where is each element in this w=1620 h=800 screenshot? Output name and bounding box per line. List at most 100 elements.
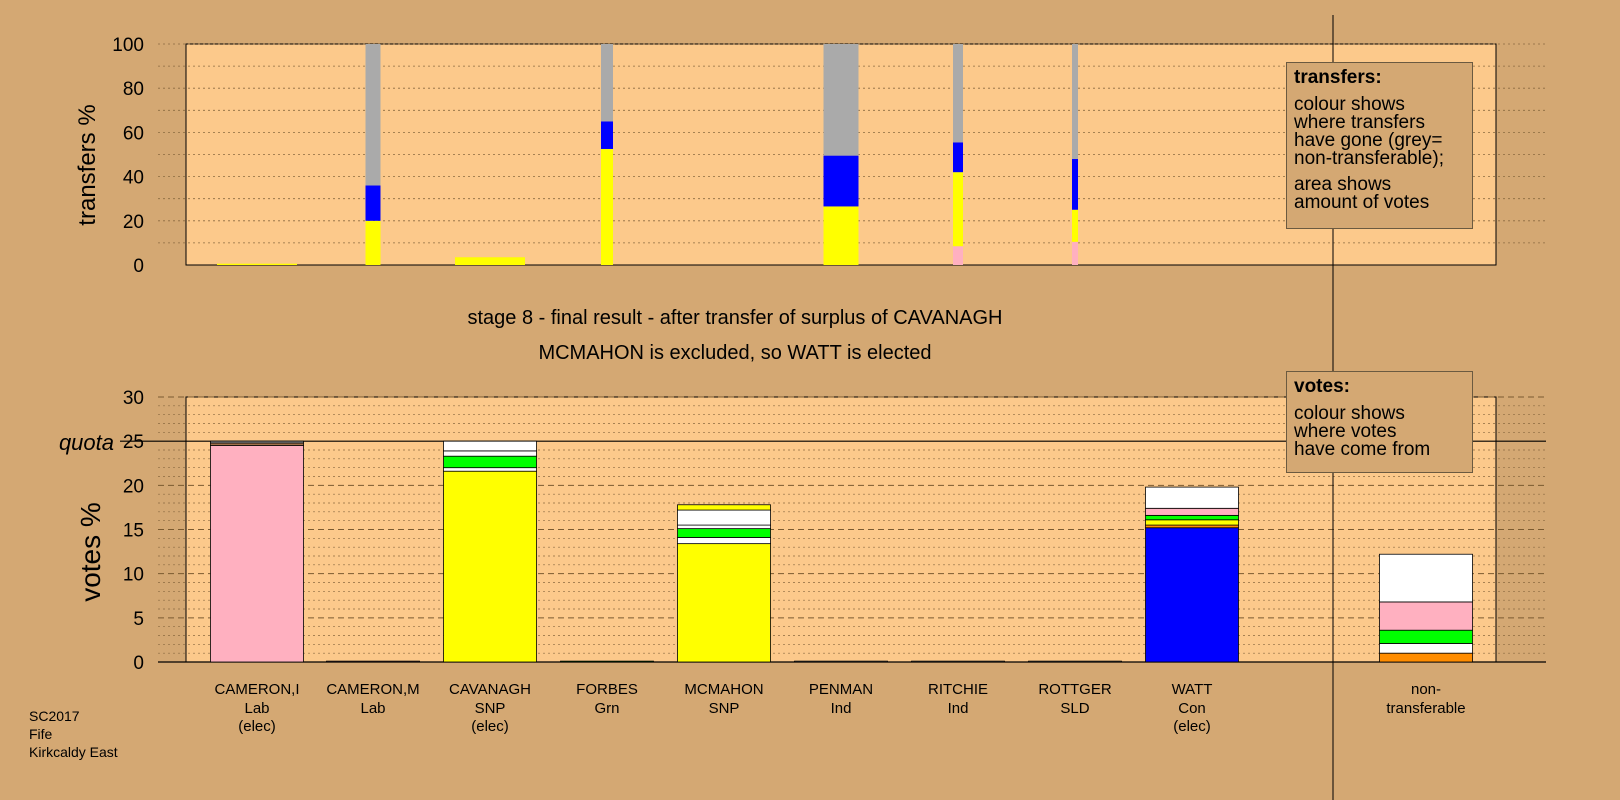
transfer-bar-segment-rottger-grey bbox=[1072, 44, 1078, 159]
candidate-name-label: CAVANAGH bbox=[449, 681, 531, 698]
vote-bar-segment-cavanagh-white bbox=[443, 440, 537, 452]
footer-ward: Kirkcaldy East bbox=[29, 744, 118, 760]
vote-bar-segment-watt-white bbox=[1145, 486, 1239, 509]
transfers-axis-title: transfers % bbox=[74, 104, 101, 225]
footer-election: SC2017 bbox=[29, 708, 80, 724]
vote-bar-segment-cavanagh-white bbox=[443, 450, 537, 457]
candidate-party-label: Grn bbox=[594, 700, 619, 717]
votes-tick-label: 25 bbox=[123, 432, 144, 453]
votes-legend-title: votes: bbox=[1294, 376, 1350, 397]
vote-bar-segment-cameroni-grey bbox=[210, 440, 304, 444]
transfer-bar-segment-rottger-blue bbox=[1072, 158, 1078, 210]
candidate-name-label: WATT bbox=[1172, 681, 1213, 698]
candidate-party-label: Con bbox=[1178, 700, 1206, 717]
transfer-bar-segment-cameronm-blue bbox=[365, 185, 381, 221]
transfer-bar-segment-ritchie-pink bbox=[953, 246, 963, 265]
candidate-name-label: MCMAHON bbox=[684, 681, 763, 698]
transfer-bar-segment-penman-blue bbox=[823, 155, 859, 207]
candidate-party-label: Ind bbox=[948, 700, 969, 717]
candidate-name-label: CAMERON,I bbox=[214, 681, 299, 698]
stage-title-line2: MCMAHON is excluded, so WATT is elected bbox=[538, 342, 931, 364]
stage-title-line1: stage 8 - final result - after transfer … bbox=[467, 307, 1002, 329]
candidate-party-label: SLD bbox=[1060, 700, 1089, 717]
vote-bar-segment-watt-pink bbox=[1145, 507, 1239, 516]
transfers-tick-label: 40 bbox=[123, 168, 144, 189]
transfers-legend-text1: colour shows where transfers have gone (… bbox=[1294, 94, 1444, 169]
candidate-name-label: RITCHIE bbox=[928, 681, 988, 698]
candidate-party-label: SNP bbox=[475, 700, 506, 717]
candidate-party-label: SNP bbox=[709, 700, 740, 717]
candidate-name-label: FORBES bbox=[576, 681, 638, 698]
candidate-status-label: (elec) bbox=[471, 718, 509, 735]
transfer-bar-segment-forbes-yellow bbox=[601, 148, 613, 265]
transfer-bar-segment-penman-grey bbox=[823, 44, 859, 156]
transfers-legend-title: transfers: bbox=[1294, 67, 1382, 88]
transfers-tick-label: 0 bbox=[133, 256, 144, 277]
vote-bar-segment-forbes-green bbox=[560, 660, 654, 663]
vote-bar-segment-watt-yellow bbox=[1145, 519, 1239, 526]
transfer-bar-segment-ritchie-grey bbox=[953, 44, 963, 143]
transfer-bar-segment-cameronm-yellow bbox=[365, 220, 381, 265]
votes-tick-label: 15 bbox=[123, 521, 144, 542]
vote-bar-segment-cavanagh-green bbox=[443, 455, 537, 469]
transfers-tick-label: 60 bbox=[123, 123, 144, 144]
candidate-party-label: transferable bbox=[1386, 700, 1465, 717]
vote-bar-segment-cameronm-pink bbox=[326, 660, 420, 663]
transfers-tick-label: 100 bbox=[112, 35, 144, 56]
vote-bar-segment-mcmahon-green bbox=[677, 528, 771, 538]
candidate-status-label: (elec) bbox=[238, 718, 276, 735]
candidate-party-label: Lab bbox=[244, 700, 269, 717]
footer: SC2017 Fife Kirkcaldy East bbox=[29, 707, 118, 761]
vote-bar-segment-watt-blue bbox=[1145, 527, 1239, 663]
transfers-tick-label: 20 bbox=[123, 212, 144, 233]
candidate-name-label: PENMAN bbox=[809, 681, 873, 698]
vote-bar-segment-mcmahon-white bbox=[677, 537, 771, 545]
transfer-bar-segment-ritchie-yellow bbox=[953, 172, 963, 247]
transfer-bar-segment-rottger-pink bbox=[1072, 241, 1078, 265]
vote-bar-segment-mcmahon-yellow bbox=[677, 504, 771, 511]
quota-label: quota bbox=[59, 430, 114, 455]
vote-bar-segment-cameroni-pink bbox=[210, 445, 304, 663]
transfers-legend-text2: area shows amount of votes bbox=[1294, 174, 1430, 213]
vote-bar-segment-penman-white bbox=[794, 660, 888, 663]
transfer-bar-segment-rottger-yellow bbox=[1072, 209, 1078, 242]
transfer-bar-segment-penman-yellow bbox=[823, 206, 859, 265]
transfer-bar-segment-forbes-blue bbox=[601, 121, 613, 149]
candidate-party-label: Ind bbox=[831, 700, 852, 717]
vote-bar-segment-rottger-white bbox=[1028, 660, 1122, 663]
vote-bar-segment-mcmahon-white bbox=[677, 509, 771, 526]
transfers-tick-label: 80 bbox=[123, 79, 144, 100]
vote-bar-segment-ritchie-white bbox=[911, 660, 1005, 663]
transfer-bar-segment-ritchie-blue bbox=[953, 142, 963, 173]
transfer-bar-segment-cameronm-grey bbox=[365, 44, 381, 186]
votes-tick-label: 20 bbox=[123, 476, 144, 497]
votes-tick-label: 5 bbox=[133, 609, 144, 630]
transfer-bar-segment-cameroni-yellow bbox=[217, 263, 297, 265]
candidate-name-label: ROTTGER bbox=[1038, 681, 1111, 698]
votes-bars bbox=[210, 440, 1473, 663]
footer-council: Fife bbox=[29, 726, 53, 742]
vote-bar-segment-mcmahon-white bbox=[677, 524, 771, 530]
votes-tick-label: 0 bbox=[133, 653, 144, 674]
vote-bar-segment-non-pink bbox=[1379, 601, 1473, 631]
vote-bar-segment-mcmahon-yellow bbox=[677, 543, 771, 663]
transfer-bar-segment-forbes-grey bbox=[601, 44, 613, 122]
axis-tick-labels: CAMERON,ILab(elec)CAMERON,MLabCAVANAGHSN… bbox=[112, 35, 1465, 735]
candidate-party-label: Lab bbox=[360, 700, 385, 717]
vote-bar-segment-cavanagh-white bbox=[443, 467, 537, 472]
candidate-name-label: CAMERON,M bbox=[326, 681, 419, 698]
votes-legend: votes: colour shows where votes have com… bbox=[1286, 371, 1473, 473]
transfers-bars bbox=[217, 44, 1078, 265]
votes-tick-label: 10 bbox=[123, 565, 144, 586]
vote-bar-segment-cavanagh-yellow bbox=[443, 470, 537, 663]
vote-bar-segment-watt-green bbox=[1145, 514, 1239, 521]
vote-bar-segment-non-white bbox=[1379, 643, 1473, 654]
candidate-name-label: non- bbox=[1411, 681, 1441, 698]
transfers-legend: transfers: colour shows where transfers … bbox=[1286, 62, 1473, 229]
transfer-bar-segment-cavanagh-yellow bbox=[455, 257, 525, 265]
vote-bar-segment-non-orange bbox=[1379, 652, 1473, 663]
vote-bar-segment-non-white bbox=[1379, 553, 1473, 603]
votes-axis-title: votes % bbox=[75, 502, 106, 602]
votes-legend-text1: colour shows where votes have come from bbox=[1294, 403, 1431, 460]
